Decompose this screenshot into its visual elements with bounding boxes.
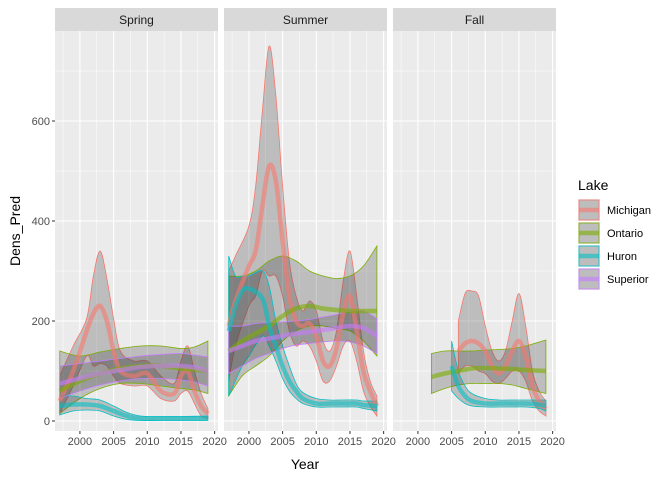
- x-tick-label: 2005: [101, 436, 125, 448]
- line-summer-superior: [227, 323, 379, 354]
- strip-summer: [224, 8, 387, 31]
- line-spring-michigan: [57, 303, 210, 416]
- x-axis-title: Year: [291, 456, 320, 472]
- x-tick-label: 2020: [371, 436, 395, 448]
- x-tick-label: 2015: [507, 436, 531, 448]
- y-tick-label: 0: [44, 416, 50, 428]
- legend-item-superior: Superior: [578, 268, 649, 290]
- x-tick-label: 2000: [68, 436, 92, 448]
- y-axis-title: Dens_Pred: [7, 196, 23, 266]
- panel-fall: Fall 2000 2005 2010 2015 2020: [393, 8, 565, 448]
- y-axis: 0 200 400 600: [32, 116, 55, 428]
- legend-item-michigan: Michigan: [578, 199, 651, 221]
- panel-summer: Summer 2000 2005 2010 2015 2020: [224, 8, 396, 448]
- panel-background-summer: [224, 31, 387, 431]
- strip-spring: [55, 8, 218, 31]
- y-tick-label: 600: [32, 116, 50, 128]
- line-spring-huron: [59, 402, 208, 421]
- legend-item-huron: Huron: [578, 245, 637, 267]
- x-tick-label: 2010: [304, 436, 328, 448]
- x-tick-label: 2020: [202, 436, 226, 448]
- y-tick-label: 400: [32, 216, 50, 228]
- y-tick-label: 200: [32, 316, 50, 328]
- panel-spring: Spring 2000 2005 2010 2015 2020: [55, 8, 227, 448]
- x-tick-label: 2015: [338, 436, 362, 448]
- line-summer-huron: [226, 285, 378, 409]
- strip-label-spring: Spring: [119, 13, 154, 27]
- line-fall-michigan: [456, 338, 548, 411]
- line-fall-huron: [449, 365, 547, 409]
- strip-fall: [393, 8, 556, 31]
- legend-label-huron: Huron: [607, 251, 637, 263]
- ribbon-summer-huron: [228, 255, 378, 412]
- legend-item-ontario: Ontario: [578, 222, 643, 244]
- strip-label-summer: Summer: [283, 13, 328, 27]
- x-tick-label: 2015: [169, 436, 193, 448]
- x-tick-label: 2020: [540, 436, 564, 448]
- x-tick-label: 2000: [237, 436, 261, 448]
- x-tick-label: 2000: [406, 436, 430, 448]
- legend: Lake Michigan Ontario Huron Superior: [578, 177, 651, 290]
- legend-label-michigan: Michigan: [607, 205, 651, 217]
- legend-label-ontario: Ontario: [607, 228, 643, 240]
- x-tick-label: 2005: [439, 436, 463, 448]
- legend-title: Lake: [578, 177, 609, 193]
- strip-label-fall: Fall: [465, 13, 484, 27]
- ribbon-fall-michigan: [457, 289, 547, 417]
- x-tick-label: 2010: [135, 436, 159, 448]
- line-spring-superior: [59, 363, 209, 386]
- x-tick-label: 2005: [270, 436, 294, 448]
- line-fall-ontario: [430, 365, 547, 380]
- line-summer-ontario: [227, 303, 377, 353]
- legend-label-superior: Superior: [607, 274, 649, 286]
- x-tick-label: 2010: [473, 436, 497, 448]
